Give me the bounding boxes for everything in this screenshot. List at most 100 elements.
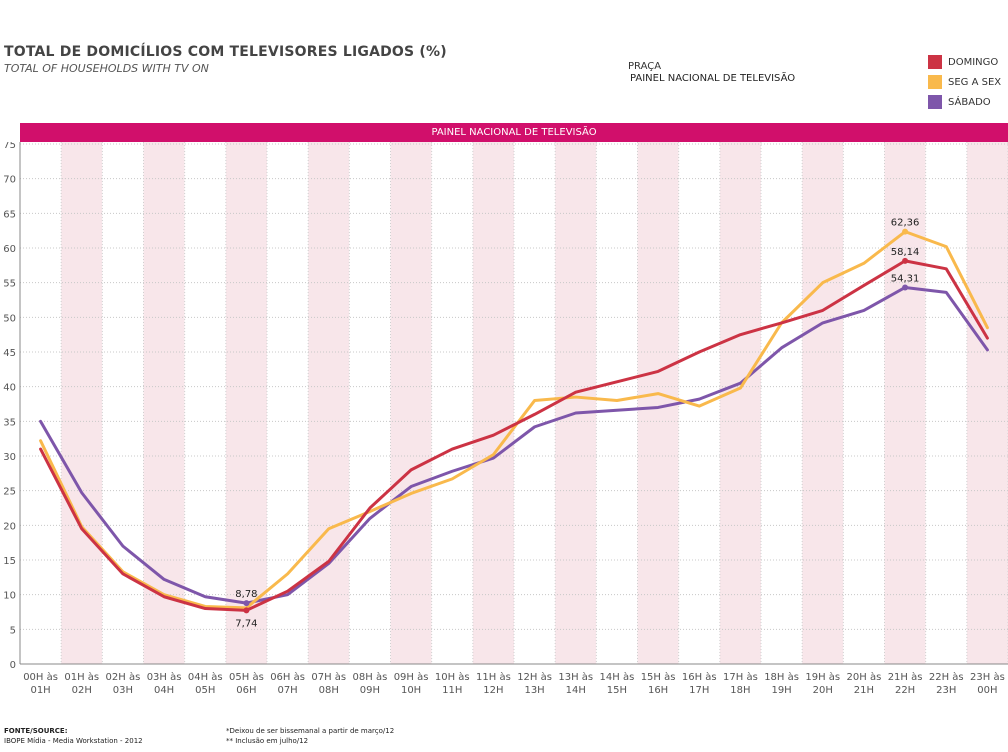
data-label: 54,31	[891, 273, 920, 284]
band	[143, 142, 185, 664]
note-2: ** Inclusão em julho/12	[226, 737, 309, 745]
panel-banner: PAINEL NACIONAL DE TELEVISÃO	[20, 123, 1008, 142]
x-tick-label-line2: 08H	[319, 685, 339, 696]
x-tick-label: 09H às	[394, 671, 429, 683]
x-tick-label-line2: 00H	[977, 685, 997, 696]
y-tick-label: 45	[3, 348, 16, 359]
data-point-marker	[902, 257, 909, 264]
y-tick-label: 70	[3, 175, 16, 186]
x-tick-label-line2: 12H	[483, 685, 503, 696]
band	[61, 142, 103, 664]
x-tick-label-line2: 14H	[566, 685, 586, 696]
x-tick-label: 20H às	[847, 671, 882, 683]
x-tick-label-line2: 18H	[730, 685, 750, 696]
y-tick-label: 50	[3, 313, 16, 324]
data-label: 58,14	[891, 247, 920, 258]
x-tick-label: 08H às	[353, 671, 388, 683]
y-tick-label: 75	[3, 142, 16, 151]
x-tick-label: 01H às	[64, 671, 99, 683]
praca-value[interactable]: PAINEL NACIONAL DE TELEVISÃO	[630, 73, 796, 84]
y-tick-label: 40	[3, 383, 16, 394]
legend-label-seg-a-sex: SEG A SEX	[948, 76, 1002, 88]
x-tick-label: 06H às	[270, 671, 305, 683]
band	[472, 142, 514, 664]
y-tick-label: 60	[3, 244, 16, 255]
x-tick-label: 00H às	[23, 671, 58, 683]
x-tick-label: 23H às	[970, 671, 1005, 683]
band	[719, 142, 761, 664]
band	[225, 142, 267, 664]
x-tick-label-line2: 16H	[648, 685, 668, 696]
x-tick-label-line2: 10H	[401, 685, 421, 696]
y-tick-label: 20	[3, 521, 16, 532]
legend-item-domingo[interactable]: DOMINGO	[928, 52, 1001, 72]
legend-item-seg-a-sex[interactable]: SEG A SEX	[928, 72, 1001, 92]
x-tick-label-line2: 06H	[236, 685, 256, 696]
x-tick-label-line2: 17H	[689, 685, 709, 696]
x-tick-label: 07H às	[311, 671, 346, 683]
x-tick-label: 13H às	[558, 671, 593, 683]
data-point-marker	[243, 600, 250, 607]
chart-title: TOTAL DE DOMICÍLIOS COM TELEVISORES LIGA…	[4, 44, 447, 60]
source-footer: FONTE/SOURCE: IBOPE Mídia - Media Workst…	[4, 726, 143, 746]
legend-swatch-sabado	[928, 95, 942, 109]
series-line-seg-a-sex	[39, 230, 989, 610]
x-tick-label: 11H às	[476, 671, 511, 683]
axes: 0 5 10 15 20 25 30 35 40 45 50 55 60 65 70 75 00H às 01H 0…	[3, 142, 1008, 696]
x-tick-label-line2: 02H	[72, 685, 92, 696]
x-tick-label-line2: 03H	[113, 685, 133, 696]
legend-item-sabado[interactable]: SÁBADO	[928, 92, 1001, 112]
x-tick-label-line2: 19H	[771, 685, 791, 696]
band	[596, 142, 638, 664]
band	[267, 142, 309, 664]
x-tick-label-line2: 09H	[360, 685, 380, 696]
x-tick-label: 12H às	[517, 671, 552, 683]
x-tick-label-line2: 07H	[277, 685, 297, 696]
praca-label: PRAÇA	[628, 61, 662, 72]
legend-label-domingo: DOMINGO	[948, 56, 999, 68]
y-tick-label: 30	[3, 452, 16, 463]
series-lines	[39, 230, 989, 612]
x-tick-label: 17H às	[723, 671, 758, 683]
band	[925, 142, 967, 664]
x-tick-label-line2: 22H	[895, 685, 915, 696]
data-label: 7,74	[235, 618, 257, 629]
series-line-s-bado	[39, 285, 989, 605]
source-detail: IBOPE Mídia - Media Workstation - 2012	[4, 737, 143, 745]
x-tick-label-line2: 13H	[524, 685, 544, 696]
band	[390, 142, 432, 664]
notes-footer: *Deixou de ser bissemanal a partir de ma…	[226, 726, 394, 746]
y-tick-label: 55	[3, 279, 16, 290]
band	[966, 142, 1008, 664]
band	[555, 142, 597, 664]
band	[20, 142, 62, 664]
y-tick-label: 5	[10, 625, 16, 636]
x-tick-label-line2: 20H	[813, 685, 833, 696]
data-labels: 8,78 7,74 62,36 58,14 54,31	[235, 218, 919, 630]
x-tick-label: 18H às	[764, 671, 799, 683]
x-tick-label: 02H às	[106, 671, 141, 683]
y-tick-label: 15	[3, 556, 16, 567]
band	[802, 142, 844, 664]
band	[843, 142, 885, 664]
alternating-bands	[20, 142, 1008, 664]
x-tick-label: 22H às	[929, 671, 964, 683]
x-tick-label-line2: 05H	[195, 685, 215, 696]
band	[349, 142, 391, 664]
chart-subtitle: TOTAL OF HOUSEHOLDS WITH TV ON	[4, 62, 209, 75]
x-tick-label: 19H às	[805, 671, 840, 683]
x-tick-label: 16H às	[682, 671, 717, 683]
data-point-marker	[902, 284, 909, 291]
legend: DOMINGO SEG A SEX SÁBADO	[928, 52, 1001, 112]
x-tick-label-line2: 01H	[30, 685, 50, 696]
band	[637, 142, 679, 664]
data-label: 8,78	[235, 589, 257, 600]
band	[184, 142, 226, 664]
x-tick-label-line2: 15H	[607, 685, 627, 696]
source-title: FONTE/SOURCE:	[4, 727, 68, 735]
band	[102, 142, 144, 664]
legend-swatch-seg-a-sex	[928, 75, 942, 89]
band	[761, 142, 803, 664]
legend-swatch-domingo	[928, 55, 942, 69]
x-tick-label: 21H às	[888, 671, 923, 683]
